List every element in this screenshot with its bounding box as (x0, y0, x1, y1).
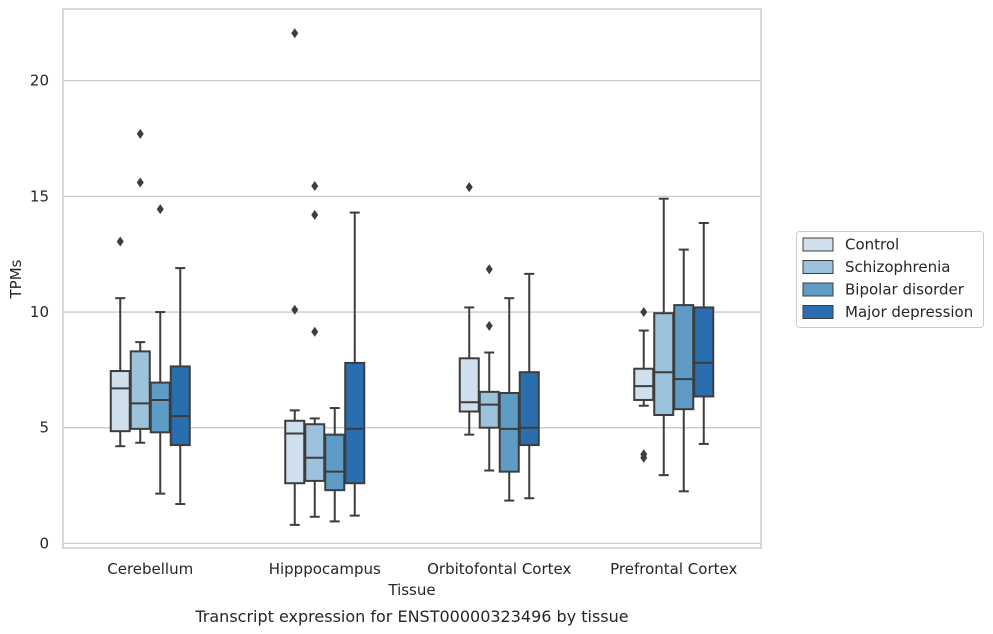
box-iqr (458, 357, 480, 413)
box (324, 407, 346, 523)
outlier-point (640, 307, 648, 318)
box-iqr (284, 419, 306, 485)
box (673, 248, 695, 493)
x-axis-label: Tissue (387, 581, 435, 599)
box (109, 236, 131, 448)
y-axis-label: TPMs (7, 259, 25, 299)
box-iqr (109, 370, 131, 433)
box (284, 28, 306, 526)
box (169, 267, 191, 506)
outlier-point (311, 326, 319, 337)
outlier-point (311, 209, 319, 220)
box-iqr (693, 306, 715, 398)
y-tick-labels: 0 5 10 15 20 (30, 72, 49, 553)
legend-label: Major depression (845, 303, 973, 321)
outlier-point (156, 204, 164, 215)
box (653, 197, 675, 477)
legend-frame (796, 231, 984, 328)
outlier-point (116, 236, 124, 247)
series-schizophrenia (129, 128, 675, 518)
legend-label: Bipolar disorder (845, 281, 965, 299)
x-tick-label: Prefrontal Cortex (610, 560, 737, 578)
box-iqr (673, 304, 695, 411)
y-tick-label: 5 (39, 419, 49, 437)
legend-swatch (802, 305, 834, 319)
outlier-point (136, 177, 144, 188)
box-iqr (653, 312, 675, 416)
y-tick-label: 0 (39, 534, 49, 552)
box (458, 182, 480, 436)
y-tick-label: 10 (30, 303, 49, 321)
x-tick-label: Cerebellum (107, 560, 193, 578)
box-iqr (304, 423, 326, 482)
legend-swatch (802, 237, 834, 252)
box-series (109, 28, 715, 526)
box-iqr (149, 381, 171, 434)
outlier-point (291, 304, 299, 315)
legend-label: Schizophrenia (845, 258, 950, 276)
x-tick-label: Hipppocampus (269, 560, 381, 578)
box-iqr (344, 361, 366, 485)
box (129, 128, 151, 444)
box-iqr (478, 390, 500, 429)
series-control (109, 28, 655, 526)
box (693, 221, 715, 445)
plot-frame (62, 8, 762, 549)
box-iqr (169, 365, 191, 447)
x-tick-label: Orbitofontal Cortex (427, 560, 571, 578)
legend: Control Schizophrenia Bipolar disorder Majo… (796, 231, 984, 328)
outlier-point (136, 128, 144, 139)
outlier-point (291, 28, 299, 39)
box-iqr (498, 392, 520, 473)
box-iqr (518, 371, 540, 447)
box (149, 204, 171, 495)
chart-caption: Transcript expression for ENST0000032349… (194, 607, 628, 626)
outlier-point (465, 182, 473, 193)
legend-swatch (802, 260, 834, 274)
series-major-depression (169, 211, 715, 517)
y-tick-label: 15 (30, 187, 49, 205)
box (518, 272, 540, 500)
y-tick-label: 20 (30, 72, 49, 90)
box (478, 264, 500, 472)
box-iqr (324, 433, 346, 492)
legend-swatch (802, 282, 834, 297)
outlier-point (311, 180, 319, 191)
legend-label: Control (845, 236, 899, 254)
box (498, 297, 520, 502)
box (344, 211, 366, 517)
outlier-point (485, 320, 493, 331)
box (304, 180, 326, 518)
outlier-point (485, 264, 493, 275)
box (633, 307, 655, 463)
x-tick-labels: Cerebellum Hipppocampus Orbitofontal Corte… (107, 560, 737, 578)
box-iqr (129, 350, 151, 430)
series-bipolar-disorder (149, 204, 695, 523)
box-iqr (633, 367, 655, 401)
outlier-point (640, 449, 648, 460)
gridlines (63, 80, 761, 545)
